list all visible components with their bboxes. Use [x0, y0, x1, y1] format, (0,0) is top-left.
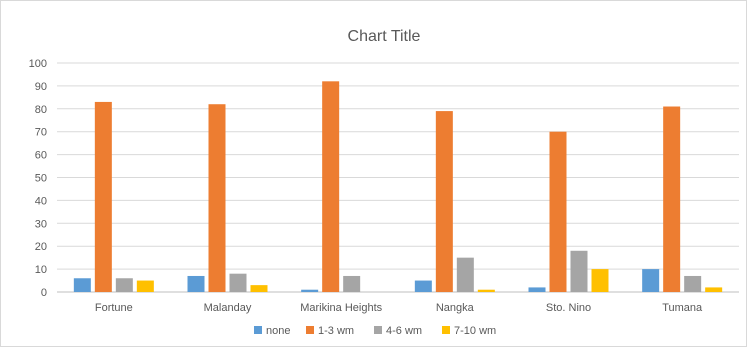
legend-item: 4-6 wm — [374, 325, 422, 337]
y-axis-tick-labels: 0 10 20 30 40 50 60 70 80 90 100 — [29, 58, 47, 299]
legend-item: none — [254, 325, 290, 337]
y-tick-label: 90 — [35, 81, 47, 93]
bar-none-5 — [642, 269, 660, 292]
y-tick-label: 60 — [35, 150, 47, 162]
bar-7-10-wm-4 — [591, 269, 609, 292]
legend-item: 1-3 wm — [306, 325, 354, 337]
bar-1-3-wm-2 — [322, 81, 340, 292]
bar-1-3-wm-1 — [208, 104, 226, 292]
legend-label: 4-6 wm — [386, 325, 422, 337]
x-tick-label: Nangka — [436, 302, 475, 314]
y-tick-label: 80 — [35, 104, 47, 116]
legend-label: none — [266, 325, 290, 337]
bar-none-1 — [187, 275, 205, 292]
bar-7-10-wm-1 — [250, 285, 268, 292]
bar-1-3-wm-0 — [94, 101, 112, 293]
legend-swatch — [254, 326, 262, 334]
bar-1-3-wm-5 — [663, 106, 681, 292]
y-tick-label: 10 — [35, 264, 47, 276]
legend-swatch — [306, 326, 314, 334]
bar-none-4 — [528, 287, 546, 292]
x-tick-label: Tumana — [662, 302, 703, 314]
bar-7-10-wm-0 — [136, 280, 154, 292]
bar-none-2 — [301, 289, 319, 292]
legend-label: 7-10 wm — [454, 325, 496, 337]
legend-label: 1-3 wm — [318, 325, 354, 337]
x-tick-label: Marikina Heights — [300, 302, 382, 314]
y-tick-label: 30 — [35, 218, 47, 230]
gridlines — [57, 62, 739, 293]
x-tick-label: Malanday — [204, 302, 252, 314]
bars — [73, 81, 723, 293]
bar-none-3 — [414, 280, 432, 292]
bar-none-0 — [73, 278, 91, 292]
legend-swatch — [374, 326, 382, 334]
chart-title: Chart Title — [348, 28, 421, 45]
legend-item: 7-10 wm — [442, 325, 496, 337]
y-tick-label: 100 — [29, 58, 47, 70]
bar-4-6-wm-5 — [684, 275, 702, 292]
bar-4-6-wm-2 — [343, 275, 361, 292]
y-tick-label: 20 — [35, 241, 47, 253]
legend: none 1-3 wm 4-6 wm 7-10 wm — [254, 325, 496, 337]
bar-4-6-wm-3 — [456, 257, 474, 292]
y-tick-label: 70 — [35, 127, 47, 139]
y-tick-label: 0 — [41, 287, 47, 299]
x-tick-label: Sto. Nino — [546, 302, 591, 314]
legend-swatch — [442, 326, 450, 334]
bar-4-6-wm-1 — [229, 273, 247, 292]
bar-4-6-wm-0 — [115, 278, 133, 292]
bar-7-10-wm-5 — [705, 287, 723, 292]
x-axis-tick-labels: Fortune Malanday Marikina Heights Nangka Sto… — [95, 302, 703, 314]
bar-4-6-wm-4 — [570, 250, 588, 292]
y-tick-label: 50 — [35, 173, 47, 185]
bar-7-10-wm-3 — [477, 289, 495, 292]
y-tick-label: 40 — [35, 195, 47, 207]
bar-1-3-wm-4 — [549, 131, 567, 292]
x-tick-label: Fortune — [95, 302, 133, 314]
bar-1-3-wm-3 — [435, 111, 453, 292]
